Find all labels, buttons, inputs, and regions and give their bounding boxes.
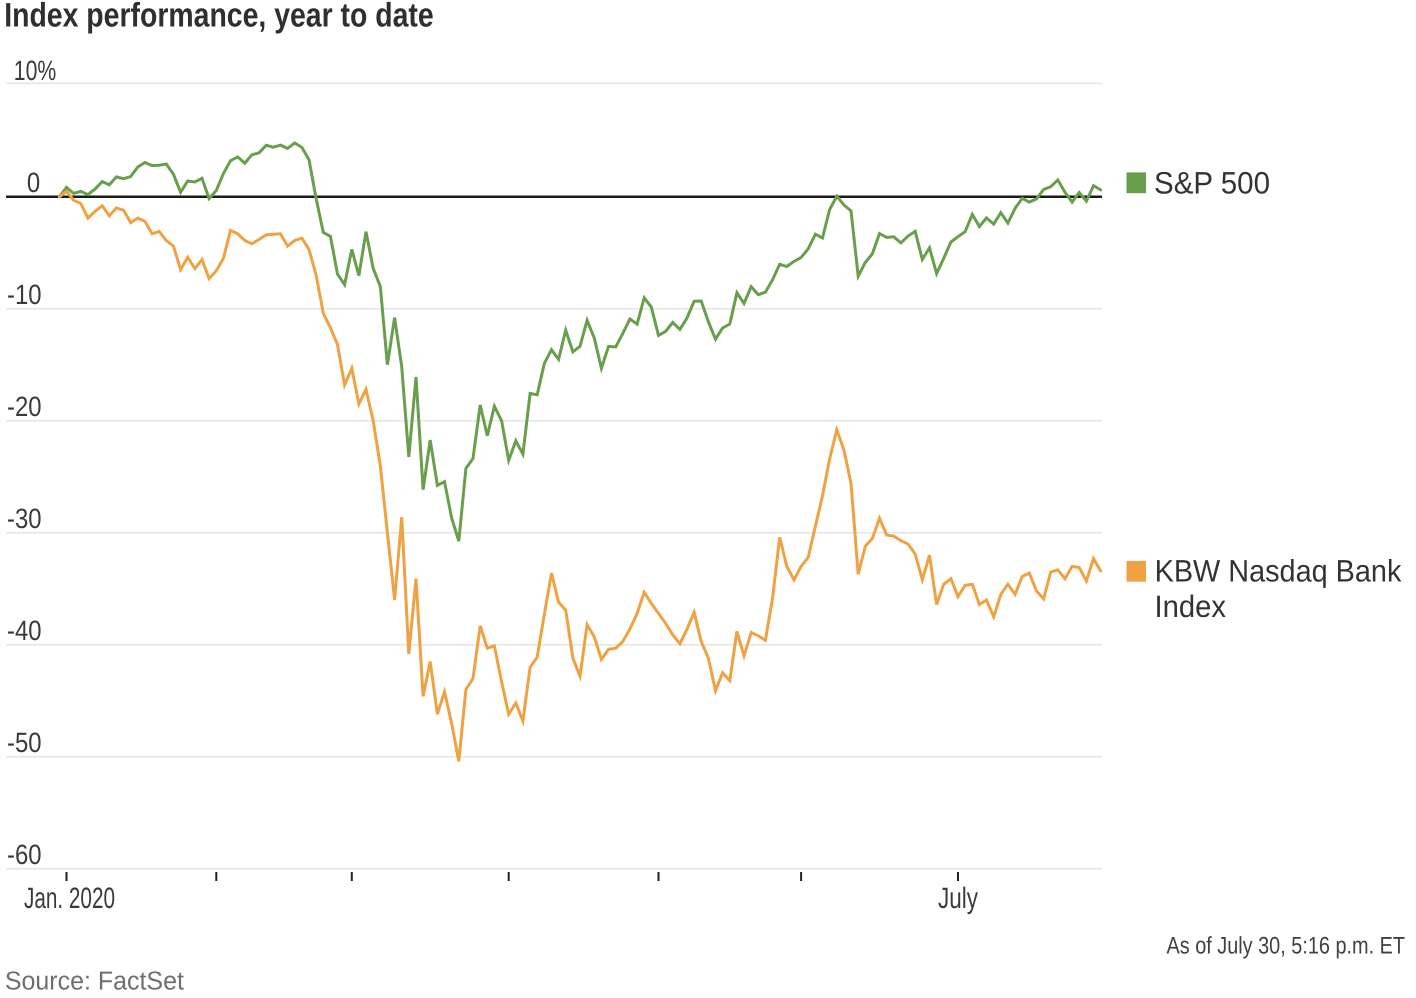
svg-text:July: July: [938, 882, 978, 915]
svg-text:-50: -50: [7, 727, 42, 758]
svg-text:Source: FactSet: Source: FactSet: [5, 965, 185, 995]
svg-text:Index performance, year to dat: Index performance, year to date: [4, 0, 434, 34]
svg-text:S&P 500: S&P 500: [1154, 165, 1270, 200]
svg-text:10%: 10%: [14, 55, 57, 86]
svg-text:-20: -20: [7, 391, 42, 422]
svg-text:-30: -30: [7, 503, 42, 534]
svg-text:-40: -40: [7, 615, 42, 646]
svg-text:0: 0: [27, 167, 40, 198]
svg-text:Jan. 2020: Jan. 2020: [24, 882, 115, 915]
svg-text:-10: -10: [7, 279, 42, 310]
svg-text:KBW Nasdaq Bank: KBW Nasdaq Bank: [1155, 553, 1402, 588]
svg-text:As of July 30, 5:16 p.m. ET: As of July 30, 5:16 p.m. ET: [1167, 933, 1406, 960]
svg-text:-60: -60: [7, 839, 42, 870]
svg-text:Index: Index: [1155, 589, 1227, 624]
